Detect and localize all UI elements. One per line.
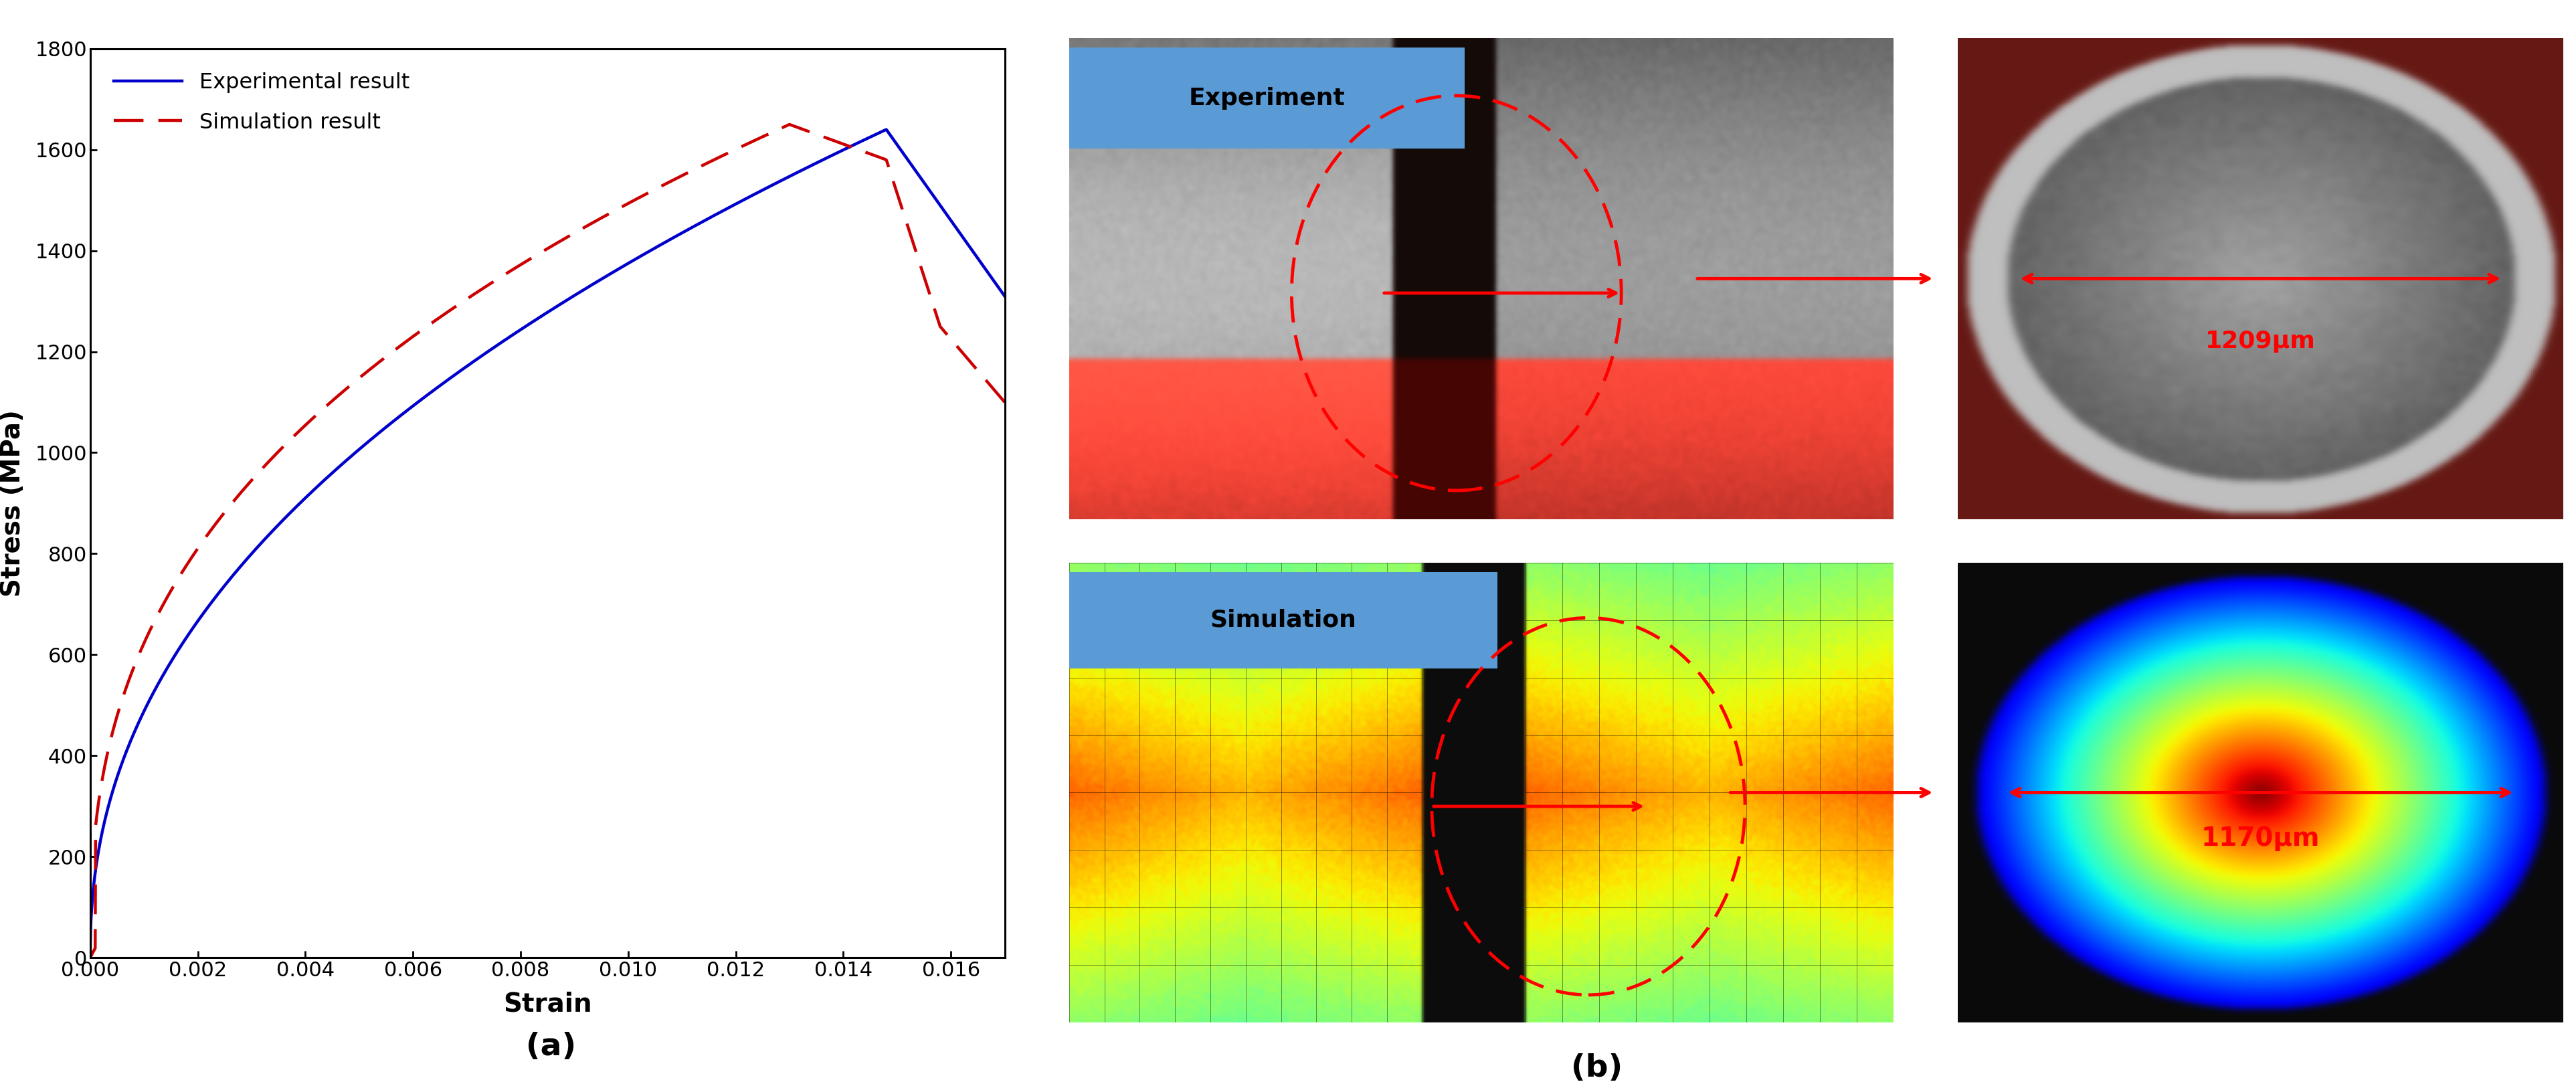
Experimental result xyxy=(75,951,106,964)
Line: Experimental result: Experimental result xyxy=(90,130,1005,958)
Simulation result xyxy=(75,951,106,964)
Simulation result xyxy=(775,118,806,131)
Text: (a): (a) xyxy=(526,1031,577,1061)
Simulation result xyxy=(121,654,152,667)
Experimental result xyxy=(963,253,994,266)
Text: 1170μm: 1170μm xyxy=(2200,826,2321,852)
Experimental result xyxy=(989,290,1020,303)
Experimental result xyxy=(796,159,827,172)
Simulation result xyxy=(796,126,827,138)
Simulation result xyxy=(963,365,994,378)
Experimental result xyxy=(520,314,551,327)
Simulation result xyxy=(495,264,526,277)
Experimental result xyxy=(963,252,994,265)
FancyBboxPatch shape xyxy=(1069,48,1466,148)
Text: (b): (b) xyxy=(1571,1053,1623,1082)
Experimental result xyxy=(121,720,152,733)
Text: 1209μm: 1209μm xyxy=(2205,330,2316,353)
X-axis label: Strain: Strain xyxy=(502,991,592,1017)
Text: Experiment: Experiment xyxy=(1188,87,1345,109)
Line: Simulation result: Simulation result xyxy=(90,124,1005,958)
Y-axis label: Stress (MPa): Stress (MPa) xyxy=(0,409,26,597)
Experimental result xyxy=(871,123,902,136)
Simulation result xyxy=(989,396,1020,409)
Simulation result xyxy=(520,250,551,263)
Legend: Experimental result, Simulation result: Experimental result, Simulation result xyxy=(100,60,422,146)
Simulation result xyxy=(963,365,994,378)
Text: Simulation: Simulation xyxy=(1211,609,1358,632)
FancyBboxPatch shape xyxy=(1069,571,1497,669)
Experimental result xyxy=(495,330,526,343)
